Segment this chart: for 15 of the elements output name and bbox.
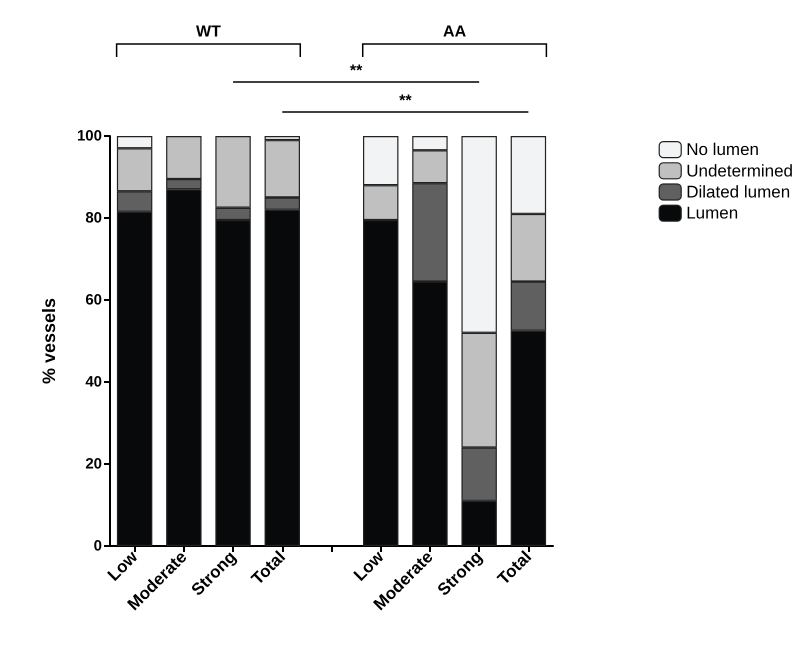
y-tick-label: 40 [85,374,102,390]
y-tick-label: 20 [85,456,102,472]
y-tick-label: 0 [94,538,102,554]
legend-label: No lumen [686,140,759,160]
text: AA [443,24,467,40]
legend-label: Lumen [686,204,738,223]
text: WT [196,24,222,40]
legend-label: Undetermined [686,161,793,180]
text: ** [350,62,364,80]
y-axis-title: % vessels [39,298,59,384]
legend-label: Dilated lumen [686,182,790,202]
text: ** [399,92,412,110]
y-tick-label: 100 [76,128,102,144]
y-tick-label: 80 [85,210,102,226]
y-tick-label: 60 [85,292,102,308]
